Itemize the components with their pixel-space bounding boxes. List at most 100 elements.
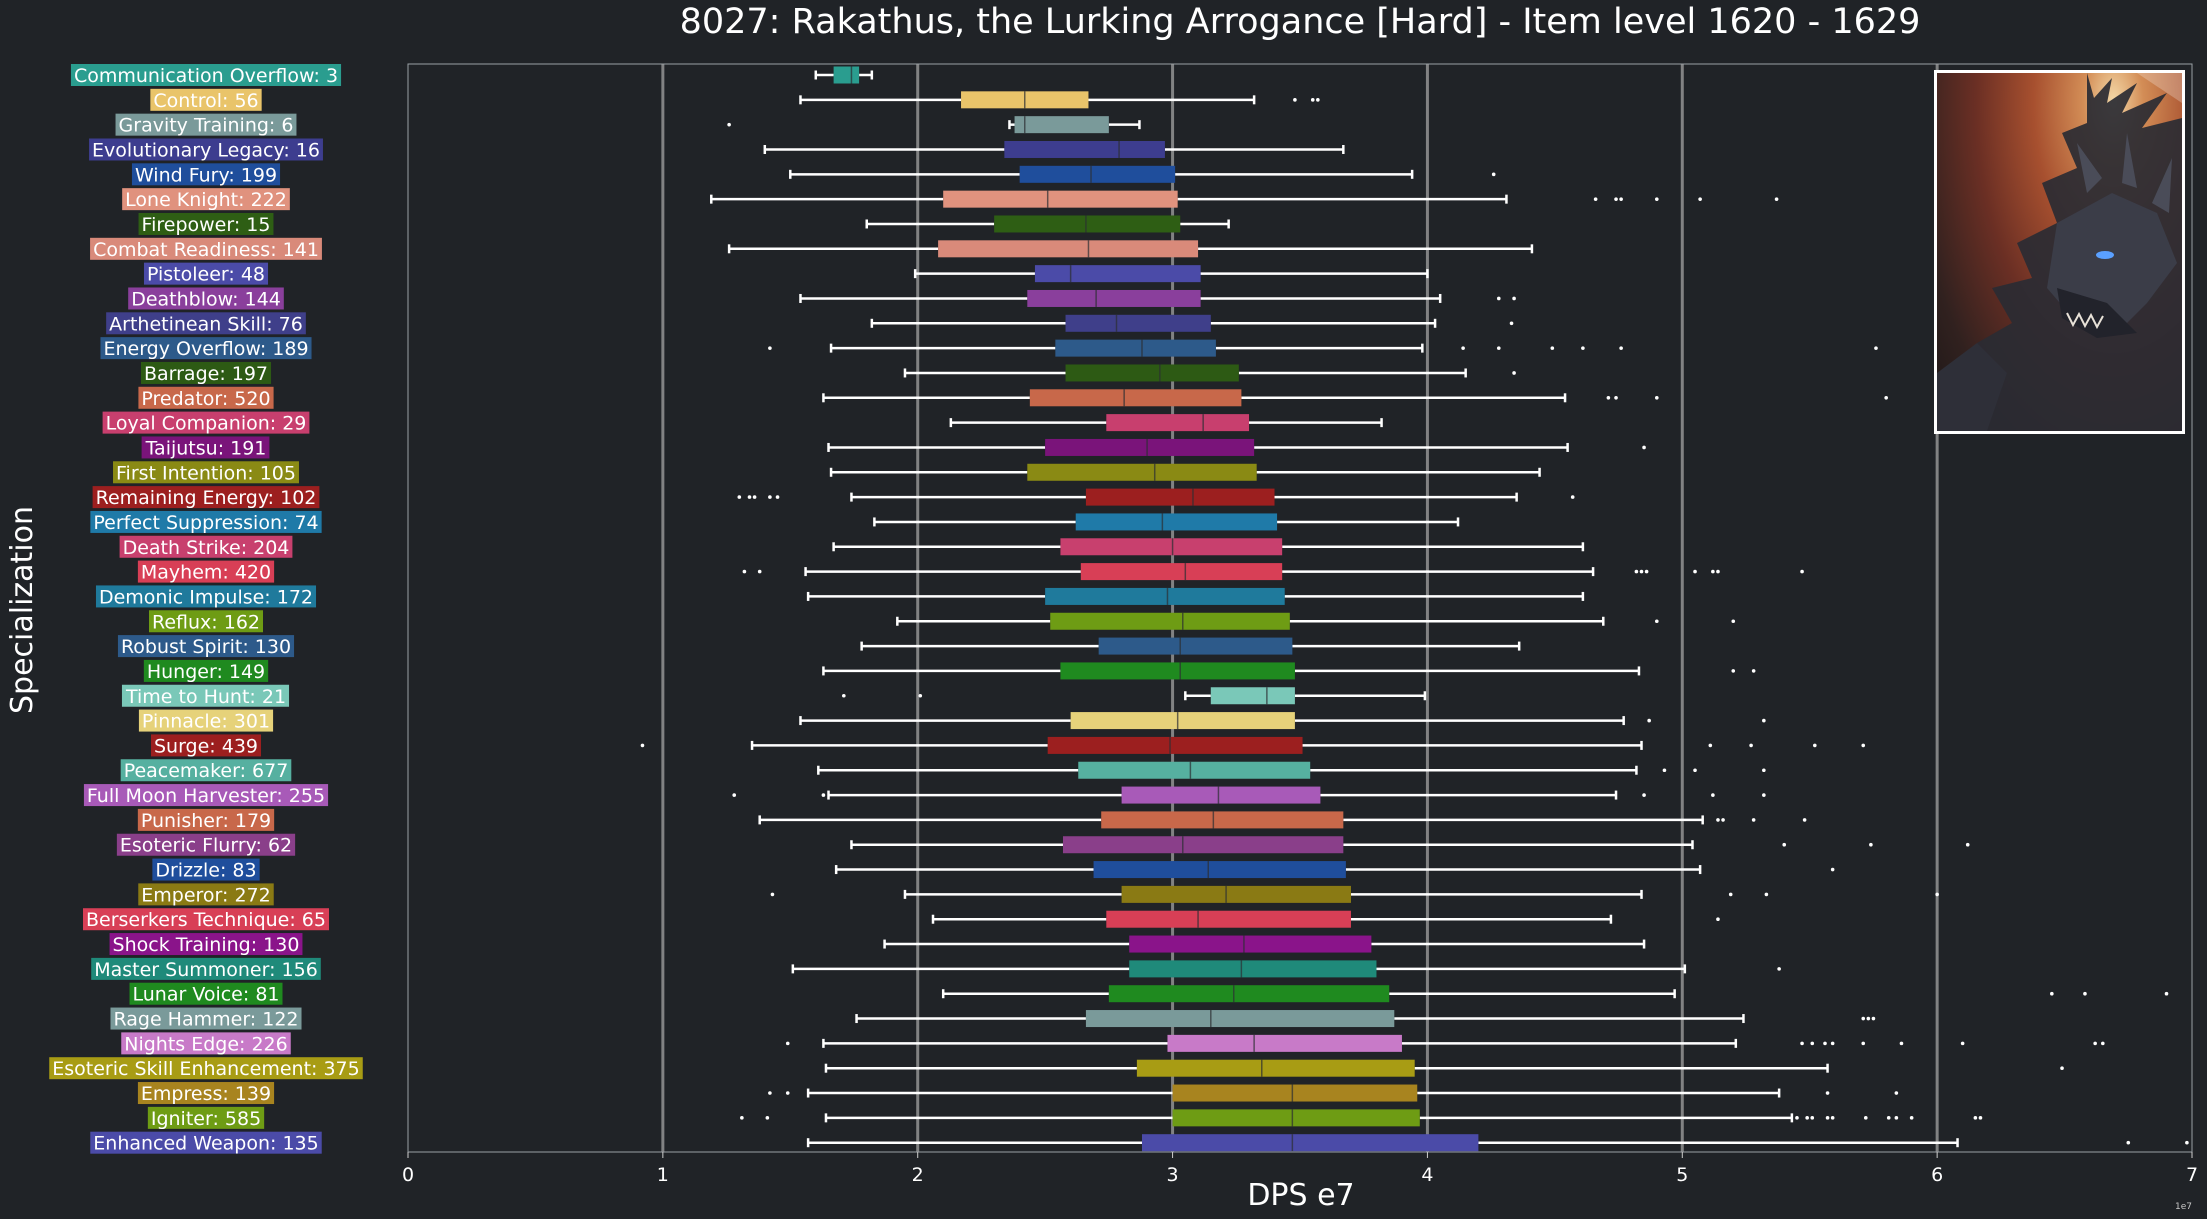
boxplot-row [822, 389, 1888, 407]
boxplot-row [768, 1084, 1899, 1102]
boss-portrait-image [1934, 70, 2185, 434]
outlier-point [737, 495, 742, 499]
iqr-box [1075, 513, 1278, 531]
iqr-box [1050, 612, 1290, 630]
boxplot-row [832, 538, 1585, 556]
x-tick-label: 6 [1931, 1164, 1943, 1186]
outlier-point [1830, 1041, 1835, 1046]
iqr-box [1085, 1010, 1395, 1028]
outlier-point [1693, 768, 1697, 773]
y-category-label-background [102, 411, 310, 434]
y-category-label: Demonic Impulse: 172 [95, 585, 317, 608]
outlier-point [1861, 743, 1866, 748]
outlier-point [1711, 793, 1715, 797]
boxplot-row [941, 985, 2169, 1003]
y-category-label-background [131, 163, 281, 186]
outlier-point [1965, 842, 1970, 847]
y-axis-label: Specialization [5, 506, 40, 714]
outlier-point [1655, 197, 1659, 201]
y-category-text: Death Strike: 204 [123, 537, 290, 559]
outlier-point [768, 1091, 772, 1095]
y-category-label: Firepower: 15 [138, 212, 274, 236]
iqr-box [1106, 910, 1351, 928]
y-category-text: Esoteric Skill Enhancement: 375 [52, 1058, 360, 1080]
y-category-text: Pinnacle: 301 [142, 711, 270, 733]
y-category-label: Evolutionary Legacy: 16 [89, 138, 323, 161]
iqr-box [938, 240, 1199, 258]
boxplot-row [873, 513, 1460, 531]
y-category-labels: Communication Overflow: 3 Control: 56 Grav… [49, 64, 363, 1155]
outlier-point [1973, 1116, 1978, 1120]
boxplot-row [842, 687, 1427, 705]
y-category-label: Peacemaker: 677 [120, 759, 292, 782]
outlier-point [2083, 991, 2087, 996]
outlier-point [1512, 296, 1516, 301]
outlier-point [1731, 669, 1736, 673]
iqr-box [1060, 662, 1295, 680]
outlier-point [842, 693, 846, 698]
y-category-label-background [120, 759, 292, 782]
y-category-text: Wind Fury: 199 [135, 164, 277, 186]
outlier-point [1777, 967, 1781, 971]
iqr-box [1078, 761, 1311, 779]
x-tick-label: 7 [2186, 1164, 2198, 1186]
outlier-point [1619, 197, 1623, 201]
outlier-point [1716, 917, 1720, 922]
iqr-box [1029, 389, 1242, 407]
iqr-box [1004, 140, 1165, 158]
y-category-label-background [91, 957, 321, 980]
y-category-label: Predator: 520 [138, 386, 274, 410]
boxplot-row [834, 861, 1835, 879]
iqr-box [1210, 687, 1295, 705]
outlier-point [1634, 569, 1639, 574]
iqr-box [1167, 1034, 1402, 1052]
y-category-label-background [143, 659, 269, 682]
boxplot-row [817, 761, 1766, 779]
outlier-point [1795, 1116, 1799, 1120]
y-category-label: Punisher: 179 [137, 808, 275, 832]
y-category-label: Hunger: 149 [143, 659, 269, 683]
outlier-point [752, 495, 757, 499]
boxplot-row [896, 612, 1736, 630]
y-category-label-background [110, 1007, 302, 1030]
y-category-label: Shock Training: 130 [109, 933, 303, 956]
outlier-point [1764, 892, 1769, 897]
y-category-label: Remaining Energy: 102 [92, 486, 320, 509]
outlier-point [2050, 991, 2054, 996]
y-category-label: Perfect Suppression: 74 [90, 510, 322, 534]
iqr-box [1080, 563, 1283, 581]
y-category-label: Deathblow: 144 [128, 287, 284, 310]
outlier-point [1935, 892, 1939, 897]
outlier-point [1512, 371, 1516, 375]
outlier-point [768, 495, 772, 499]
outlier-point [732, 793, 737, 797]
y-category-label-background [83, 784, 329, 807]
outlier-point [1861, 1016, 1866, 1021]
y-category-label-background [106, 312, 306, 335]
outlier-point [1830, 867, 1835, 872]
outlier-point [640, 743, 645, 748]
y-category-text: Nights Edge: 226 [124, 1033, 288, 1055]
boxplot-row [949, 414, 1383, 432]
y-category-text: Lone Knight: 222 [125, 189, 287, 211]
iqr-box [1098, 637, 1293, 655]
y-category-text: Punisher: 179 [141, 810, 271, 832]
boxplot-row [850, 836, 1970, 854]
y-category-text: Barrage: 197 [144, 363, 268, 385]
y-category-label: Time to Hunt: 21 [121, 684, 290, 708]
outlier-point [770, 892, 775, 897]
outlier-point [727, 122, 731, 127]
y-category-text: Hunger: 149 [147, 661, 265, 683]
y-category-label-background [117, 635, 295, 658]
y-category-label: Mayhem: 420 [137, 560, 275, 584]
iqr-box [1065, 364, 1239, 382]
y-category-text: Lunar Voice: 81 [132, 984, 279, 1006]
outlier-point [1721, 818, 1725, 822]
outlier-point [1861, 1041, 1866, 1046]
y-category-text: Time to Hunt: 21 [125, 686, 286, 708]
y-category-label-background [121, 684, 290, 707]
y-category-label: Berserkers Technique: 65 [83, 908, 329, 931]
outlier-point [1813, 743, 1817, 748]
outlier-point [1909, 1116, 1914, 1120]
